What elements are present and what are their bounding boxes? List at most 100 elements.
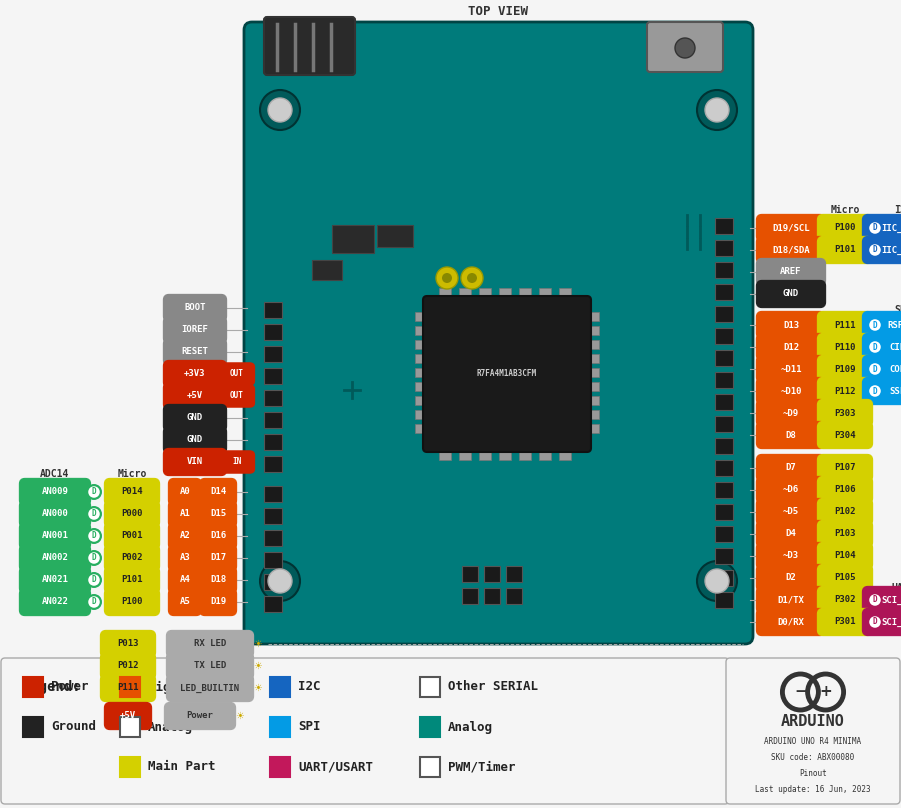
FancyBboxPatch shape bbox=[163, 427, 226, 453]
FancyBboxPatch shape bbox=[220, 363, 255, 385]
Circle shape bbox=[88, 530, 100, 541]
FancyBboxPatch shape bbox=[167, 675, 253, 701]
FancyBboxPatch shape bbox=[264, 302, 282, 318]
Circle shape bbox=[86, 506, 102, 522]
Text: VIN: VIN bbox=[187, 457, 203, 466]
Circle shape bbox=[869, 617, 881, 628]
FancyBboxPatch shape bbox=[168, 566, 202, 594]
FancyBboxPatch shape bbox=[559, 450, 571, 460]
FancyBboxPatch shape bbox=[415, 326, 425, 335]
FancyBboxPatch shape bbox=[100, 675, 156, 701]
Text: ARDUINO UNO R4 MINIMA: ARDUINO UNO R4 MINIMA bbox=[764, 738, 861, 747]
Text: P013: P013 bbox=[117, 639, 139, 649]
Text: P111: P111 bbox=[834, 321, 856, 330]
Circle shape bbox=[436, 267, 458, 289]
FancyBboxPatch shape bbox=[199, 478, 237, 506]
FancyBboxPatch shape bbox=[415, 410, 425, 419]
FancyBboxPatch shape bbox=[415, 340, 425, 349]
Text: D12: D12 bbox=[783, 343, 799, 351]
FancyBboxPatch shape bbox=[20, 500, 91, 528]
Text: D4: D4 bbox=[786, 529, 796, 538]
FancyBboxPatch shape bbox=[589, 340, 599, 349]
Circle shape bbox=[869, 244, 881, 256]
FancyBboxPatch shape bbox=[167, 652, 253, 680]
FancyBboxPatch shape bbox=[757, 477, 825, 503]
FancyBboxPatch shape bbox=[264, 412, 282, 428]
Circle shape bbox=[867, 383, 883, 399]
Circle shape bbox=[268, 569, 292, 593]
FancyBboxPatch shape bbox=[163, 448, 226, 476]
Circle shape bbox=[869, 364, 881, 375]
Text: D: D bbox=[92, 553, 96, 562]
Circle shape bbox=[88, 574, 100, 586]
Text: UART/USART: UART/USART bbox=[298, 760, 373, 773]
FancyBboxPatch shape bbox=[589, 424, 599, 433]
Text: P104: P104 bbox=[834, 552, 856, 561]
Text: AN009: AN009 bbox=[41, 487, 68, 496]
Circle shape bbox=[88, 596, 100, 608]
Text: P107: P107 bbox=[834, 464, 856, 473]
FancyBboxPatch shape bbox=[20, 523, 91, 549]
FancyBboxPatch shape bbox=[715, 482, 733, 498]
FancyBboxPatch shape bbox=[479, 450, 491, 460]
FancyBboxPatch shape bbox=[715, 570, 733, 586]
FancyBboxPatch shape bbox=[862, 214, 901, 242]
FancyBboxPatch shape bbox=[589, 396, 599, 405]
FancyBboxPatch shape bbox=[462, 566, 478, 582]
FancyBboxPatch shape bbox=[168, 588, 202, 616]
FancyBboxPatch shape bbox=[420, 757, 440, 777]
Text: IIC_SDA1: IIC_SDA1 bbox=[881, 246, 901, 255]
FancyBboxPatch shape bbox=[377, 225, 413, 247]
Text: AN022: AN022 bbox=[41, 597, 68, 607]
FancyBboxPatch shape bbox=[715, 460, 733, 476]
FancyBboxPatch shape bbox=[715, 328, 733, 344]
Text: P304: P304 bbox=[834, 431, 856, 440]
FancyBboxPatch shape bbox=[120, 717, 140, 737]
Text: SCI_TXD2: SCI_TXD2 bbox=[881, 595, 901, 604]
Text: Digital: Digital bbox=[148, 680, 201, 693]
Text: D: D bbox=[92, 597, 96, 607]
FancyBboxPatch shape bbox=[862, 356, 901, 383]
Text: Pinout: Pinout bbox=[799, 769, 827, 778]
FancyBboxPatch shape bbox=[332, 225, 374, 253]
Text: Last update: 16 Jun, 2023: Last update: 16 Jun, 2023 bbox=[755, 785, 870, 794]
FancyBboxPatch shape bbox=[163, 360, 226, 388]
Circle shape bbox=[867, 614, 883, 630]
FancyBboxPatch shape bbox=[164, 702, 235, 730]
Circle shape bbox=[869, 385, 881, 397]
Text: P012: P012 bbox=[117, 662, 139, 671]
FancyBboxPatch shape bbox=[757, 311, 825, 339]
FancyBboxPatch shape bbox=[264, 390, 282, 406]
FancyBboxPatch shape bbox=[23, 677, 43, 697]
Text: D18: D18 bbox=[210, 575, 226, 584]
Text: P109: P109 bbox=[834, 364, 856, 373]
FancyBboxPatch shape bbox=[163, 382, 226, 410]
FancyBboxPatch shape bbox=[439, 450, 451, 460]
FancyBboxPatch shape bbox=[757, 356, 825, 383]
FancyBboxPatch shape bbox=[817, 608, 872, 636]
FancyBboxPatch shape bbox=[100, 652, 156, 680]
FancyBboxPatch shape bbox=[589, 312, 599, 321]
Text: AN000: AN000 bbox=[41, 510, 68, 519]
Text: SKU code: ABX00080: SKU code: ABX00080 bbox=[771, 754, 855, 763]
Text: ~D11: ~D11 bbox=[780, 364, 802, 373]
FancyBboxPatch shape bbox=[20, 566, 91, 594]
FancyBboxPatch shape bbox=[23, 717, 43, 737]
Text: D7: D7 bbox=[786, 464, 796, 473]
FancyBboxPatch shape bbox=[420, 677, 440, 697]
Text: P101: P101 bbox=[834, 246, 856, 255]
FancyBboxPatch shape bbox=[539, 288, 551, 298]
Text: Other SERIAL: Other SERIAL bbox=[448, 680, 538, 693]
FancyBboxPatch shape bbox=[220, 385, 255, 407]
Text: D2: D2 bbox=[786, 574, 796, 583]
Text: D: D bbox=[92, 532, 96, 541]
FancyBboxPatch shape bbox=[757, 565, 825, 591]
FancyBboxPatch shape bbox=[264, 346, 282, 362]
Text: D19: D19 bbox=[210, 597, 226, 607]
FancyBboxPatch shape bbox=[264, 486, 282, 502]
Text: ~D10: ~D10 bbox=[780, 386, 802, 395]
FancyBboxPatch shape bbox=[270, 677, 290, 697]
Text: ~D5: ~D5 bbox=[783, 507, 799, 516]
Text: D18/SDA: D18/SDA bbox=[772, 246, 810, 255]
FancyBboxPatch shape bbox=[862, 311, 901, 339]
